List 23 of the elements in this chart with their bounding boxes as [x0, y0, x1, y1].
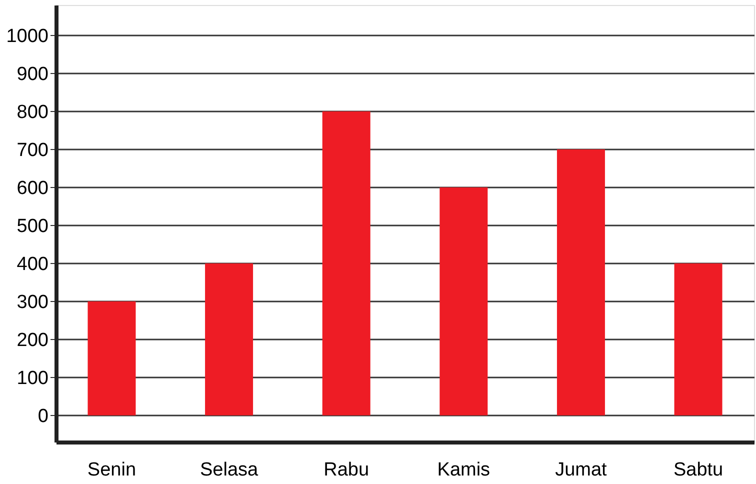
bar — [440, 187, 488, 416]
bar — [88, 301, 136, 416]
y-tick-label: 1000 — [6, 26, 48, 47]
x-tick-label: Kamis — [437, 460, 490, 480]
y-tick-label: 600 — [16, 178, 48, 199]
bar — [205, 263, 254, 416]
x-tick-label: Jumat — [555, 460, 608, 480]
x-tick-label: Rabu — [324, 460, 370, 480]
y-tick-label: 700 — [16, 140, 48, 161]
y-tick-label: 900 — [16, 64, 48, 85]
x-tick-label: Sabtu — [673, 460, 724, 480]
y-tick-label: 0 — [38, 406, 48, 427]
y-tick-label: 500 — [16, 216, 48, 237]
x-tick-label: Senin — [87, 460, 136, 480]
y-tick-label: 200 — [16, 330, 48, 351]
bar — [674, 263, 722, 416]
bar — [556, 149, 605, 416]
y-tick-label: 800 — [16, 102, 48, 123]
bar — [322, 111, 370, 416]
y-tick-label: 400 — [16, 254, 48, 275]
y-tick-label: 300 — [16, 292, 48, 313]
y-tick-label: 100 — [16, 368, 48, 389]
x-tick-label: Selasa — [200, 460, 259, 480]
